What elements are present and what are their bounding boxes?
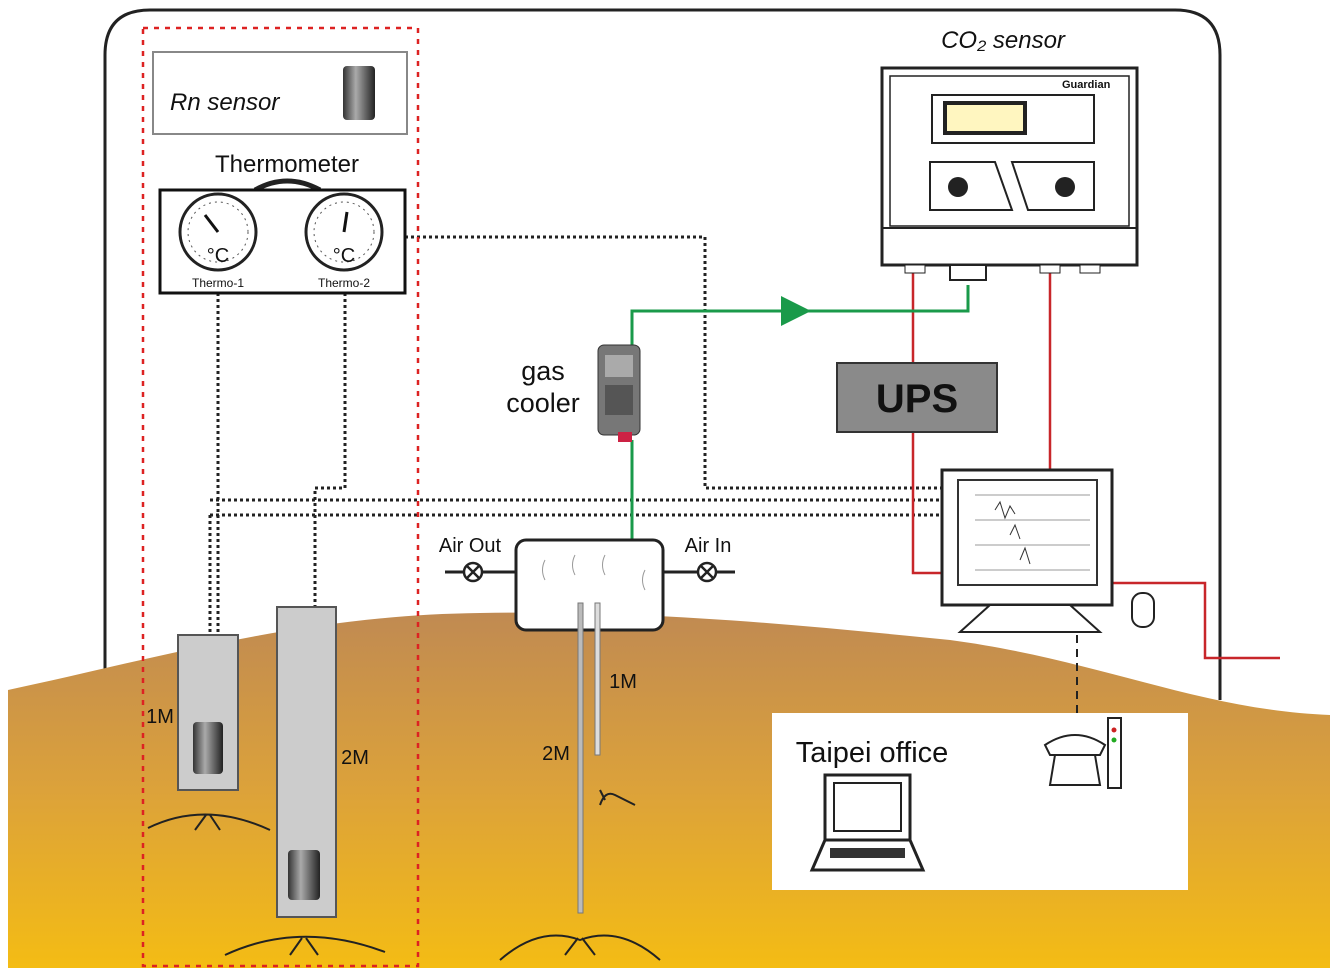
depth-label: 1M <box>146 706 174 728</box>
ups-box <box>836 362 998 433</box>
gauge-unit: °C <box>333 245 355 267</box>
rn-sensor-icon <box>343 66 375 120</box>
sampling-tube <box>577 602 584 914</box>
air-vapor <box>542 554 646 591</box>
valve <box>696 561 718 583</box>
station-frame <box>103 8 1222 700</box>
gauge: °C Thermo-1 <box>178 192 258 290</box>
office-title: Taipei office <box>796 737 949 769</box>
signal-line <box>208 513 942 640</box>
valve <box>462 561 484 583</box>
thermometer-title: Thermometer <box>215 151 359 178</box>
thermometer-handle <box>253 178 322 193</box>
co2-sensor-title: CO₂ sensor <box>941 27 1066 54</box>
air-out-label: Air Out <box>439 535 502 557</box>
laptop <box>809 773 926 872</box>
signal-line <box>405 235 942 490</box>
air-in-label: Air In <box>685 535 732 557</box>
gauge-label: Thermo-2 <box>318 276 370 290</box>
gas-cooler-label: cooler <box>506 388 580 418</box>
gas-cooler <box>597 344 641 442</box>
data-link <box>946 635 1078 868</box>
air-chamber <box>514 538 665 632</box>
sampling-tube <box>594 602 601 756</box>
gauge-unit: °C <box>207 245 229 267</box>
gas-flow-curve <box>499 789 661 961</box>
rn-sensor-title: Rn sensor <box>170 89 280 116</box>
rn-probe <box>288 850 320 900</box>
depth-label: 2M <box>341 747 369 769</box>
rn-probe <box>193 722 223 774</box>
gas-flow-curve <box>147 813 386 956</box>
computer <box>940 468 1155 633</box>
gas-cooler-label: gas <box>521 356 565 386</box>
ups-label: UPS <box>876 377 958 421</box>
gauge: °C Thermo-2 <box>304 192 384 290</box>
co2-sensor: Guardian <box>880 66 1139 281</box>
gauge-label: Thermo-1 <box>192 276 244 290</box>
telephone <box>1043 717 1122 789</box>
depth-label: 2M <box>542 743 570 765</box>
depth-label: 1M <box>609 671 637 693</box>
co2-sensor-brand: Guardian <box>1062 79 1111 91</box>
